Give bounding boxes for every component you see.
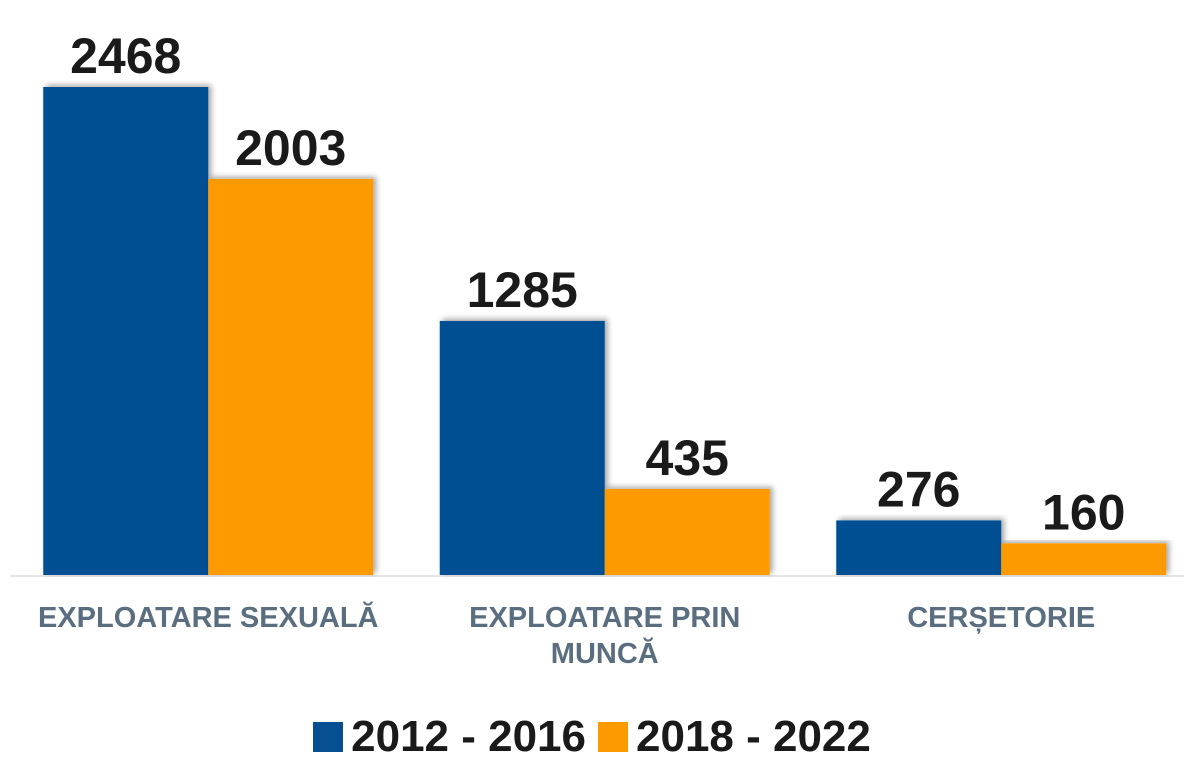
legend-label: 2018 - 2022: [636, 712, 871, 761]
legend-swatch: [598, 722, 628, 752]
x-tick-label: CERȘETORIE: [907, 602, 1096, 634]
data-label: 2003: [235, 120, 346, 176]
data-label: 276: [877, 461, 960, 517]
bar: [43, 87, 209, 575]
legend-item: 2018 - 2022: [598, 712, 871, 762]
bar: [1001, 543, 1167, 575]
bar: [208, 178, 374, 576]
data-label: 160: [1042, 484, 1125, 540]
bar: [604, 488, 770, 575]
legend: 2012 - 2016 2018 - 2022: [0, 712, 1184, 762]
data-label: 1285: [467, 262, 578, 318]
legend-label: 2012 - 2016: [351, 712, 586, 761]
x-tick-label: EXPLOATARE PRIN MUNCĂ: [469, 602, 741, 670]
bar: [439, 320, 605, 575]
data-label: 2468: [70, 28, 181, 84]
bar: [836, 520, 1002, 575]
legend-swatch: [313, 722, 344, 752]
legend-item: 2012 - 2016: [313, 712, 586, 762]
x-tick-label: EXPLOATARE SEXUALĂ: [37, 602, 379, 634]
data-label: 435: [646, 430, 729, 486]
